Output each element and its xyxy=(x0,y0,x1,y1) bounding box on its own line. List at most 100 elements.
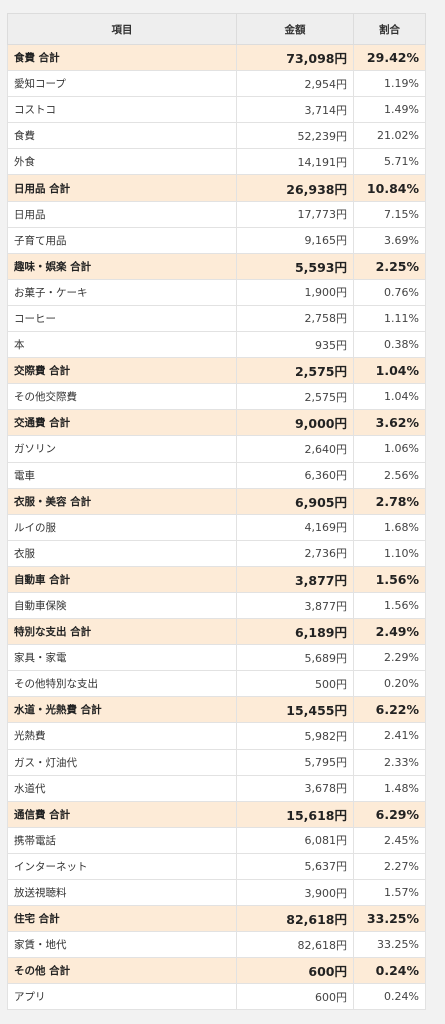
table-row[interactable]: 放送視聴料 3,900円 1.57% xyxy=(7,878,426,907)
row-amount: 82,618円 xyxy=(236,931,354,959)
row-name: 携帯電話 xyxy=(7,826,237,854)
table-row[interactable]: 外食 14,191円 5.71% xyxy=(7,148,426,176)
row-amount: 5,795円 xyxy=(236,748,354,776)
row-amount: 5,982円 xyxy=(236,722,354,750)
row-ratio: 1.56% xyxy=(353,565,426,593)
table-body: 食費 合計 73,098円 29.42% 愛知コープ 2,954円 1.19% コストコ 3,… xyxy=(7,43,426,1011)
row-ratio: 1.11% xyxy=(353,304,426,333)
category-total-row[interactable]: 特別な支出 合計 6,189円 2.49% xyxy=(7,618,426,646)
category-total-row[interactable]: 趣味・娯楽 合計 5,593円 2.25% xyxy=(7,252,426,280)
table-row[interactable]: 自動車保険 3,877円 1.56% xyxy=(7,591,426,620)
row-amount: 1,900円 xyxy=(236,278,354,306)
table-row[interactable]: 携帯電話 6,081円 2.45% xyxy=(7,826,426,854)
row-ratio: 3.69% xyxy=(353,226,426,254)
row-name: 自動車 合計 xyxy=(7,565,237,593)
table-row[interactable]: 子育て用品 9,165円 3.69% xyxy=(7,226,426,254)
row-name: お菓子・ケーキ xyxy=(7,278,237,306)
table-row[interactable]: コストコ 3,714円 1.49% xyxy=(7,96,426,124)
row-name: アプリ xyxy=(7,983,237,1011)
category-total-row[interactable]: 食費 合計 73,098円 29.42% xyxy=(7,43,426,72)
row-name: 自動車保険 xyxy=(7,591,237,620)
category-total-row[interactable]: 自動車 合計 3,877円 1.56% xyxy=(7,565,426,593)
row-name: 本 xyxy=(7,331,237,359)
row-amount: 3,877円 xyxy=(236,591,354,620)
category-total-row[interactable]: 衣服・美容 合計 6,905円 2.78% xyxy=(7,487,426,515)
row-ratio: 2.56% xyxy=(353,461,426,489)
table-row[interactable]: ガス・灯油代 5,795円 2.33% xyxy=(7,748,426,776)
row-name: コーヒー xyxy=(7,304,237,333)
row-name: 通信費 合計 xyxy=(7,800,237,828)
table-row[interactable]: 電車 6,360円 2.56% xyxy=(7,461,426,489)
row-amount: 4,169円 xyxy=(236,513,354,541)
row-ratio: 0.20% xyxy=(353,670,426,698)
row-ratio: 0.76% xyxy=(353,278,426,306)
row-name: 趣味・娯楽 合計 xyxy=(7,252,237,280)
row-name: 水道代 xyxy=(7,774,237,802)
table-row[interactable]: その他交際費 2,575円 1.04% xyxy=(7,383,426,411)
table-row[interactable]: 食費 52,239円 21.02% xyxy=(7,122,426,150)
row-ratio: 2.33% xyxy=(353,748,426,776)
table-row[interactable]: ルイの服 4,169円 1.68% xyxy=(7,513,426,541)
table-row[interactable]: その他特別な支出 500円 0.20% xyxy=(7,670,426,698)
row-name: 放送視聴料 xyxy=(7,878,237,907)
header-ratio[interactable]: 割合 xyxy=(353,13,426,45)
row-ratio: 3.62% xyxy=(353,409,426,437)
row-name: ガス・灯油代 xyxy=(7,748,237,776)
header-item[interactable]: 項目 xyxy=(7,13,237,45)
category-total-row[interactable]: 日用品 合計 26,938円 10.84% xyxy=(7,174,426,202)
table-row[interactable]: 日用品 17,773円 7.15% xyxy=(7,200,426,228)
row-amount: 3,714円 xyxy=(236,96,354,124)
category-total-row[interactable]: 交通費 合計 9,000円 3.62% xyxy=(7,409,426,437)
row-ratio: 2.29% xyxy=(353,644,426,672)
table-row[interactable]: ガソリン 2,640円 1.06% xyxy=(7,435,426,463)
table-row[interactable]: 家具・家電 5,689円 2.29% xyxy=(7,644,426,672)
row-ratio: 29.42% xyxy=(353,43,426,72)
row-amount: 3,877円 xyxy=(236,565,354,593)
row-name: 交通費 合計 xyxy=(7,409,237,437)
table-header-row: 項目 金額 割合 xyxy=(7,13,426,45)
table-row[interactable]: 衣服 2,736円 1.10% xyxy=(7,539,426,567)
row-amount: 600円 xyxy=(236,983,354,1011)
row-ratio: 1.48% xyxy=(353,774,426,802)
table-row[interactable]: 本 935円 0.38% xyxy=(7,331,426,359)
table-row[interactable]: 家賃・地代 82,618円 33.25% xyxy=(7,931,426,959)
row-ratio: 0.24% xyxy=(353,983,426,1011)
table-row[interactable]: お菓子・ケーキ 1,900円 0.76% xyxy=(7,278,426,306)
row-ratio: 0.38% xyxy=(353,331,426,359)
category-total-row[interactable]: 水道・光熱費 合計 15,455円 6.22% xyxy=(7,696,426,724)
row-ratio: 1.19% xyxy=(353,70,426,98)
row-name: 交際費 合計 xyxy=(7,357,237,385)
row-amount: 2,575円 xyxy=(236,383,354,411)
row-amount: 26,938円 xyxy=(236,174,354,202)
row-ratio: 6.29% xyxy=(353,800,426,828)
table-row[interactable]: 光熱費 5,982円 2.41% xyxy=(7,722,426,750)
row-amount: 6,360円 xyxy=(236,461,354,489)
row-ratio: 33.25% xyxy=(353,905,426,933)
table-row[interactable]: インターネット 5,637円 2.27% xyxy=(7,852,426,881)
row-ratio: 2.27% xyxy=(353,852,426,881)
category-total-row[interactable]: 通信費 合計 15,618円 6.29% xyxy=(7,800,426,828)
table-row[interactable]: アプリ 600円 0.24% xyxy=(7,983,426,1011)
table-row[interactable]: 愛知コープ 2,954円 1.19% xyxy=(7,70,426,98)
row-amount: 500円 xyxy=(236,670,354,698)
table-row[interactable]: 水道代 3,678円 1.48% xyxy=(7,774,426,802)
row-ratio: 1.49% xyxy=(353,96,426,124)
row-ratio: 1.56% xyxy=(353,591,426,620)
row-name: 衣服・美容 合計 xyxy=(7,487,237,515)
category-total-row[interactable]: その他 合計 600円 0.24% xyxy=(7,957,426,985)
row-amount: 73,098円 xyxy=(236,43,354,72)
row-amount: 14,191円 xyxy=(236,148,354,176)
category-total-row[interactable]: 交際費 合計 2,575円 1.04% xyxy=(7,357,426,385)
header-amount[interactable]: 金額 xyxy=(236,13,354,45)
row-ratio: 1.04% xyxy=(353,383,426,411)
row-amount: 5,593円 xyxy=(236,252,354,280)
row-name: ルイの服 xyxy=(7,513,237,541)
row-ratio: 2.45% xyxy=(353,826,426,854)
row-name: 特別な支出 合計 xyxy=(7,618,237,646)
row-name: その他 合計 xyxy=(7,957,237,985)
row-name: 愛知コープ xyxy=(7,70,237,98)
row-amount: 6,905円 xyxy=(236,487,354,515)
category-total-row[interactable]: 住宅 合計 82,618円 33.25% xyxy=(7,905,426,933)
row-ratio: 2.49% xyxy=(353,618,426,646)
table-row[interactable]: コーヒー 2,758円 1.11% xyxy=(7,304,426,333)
